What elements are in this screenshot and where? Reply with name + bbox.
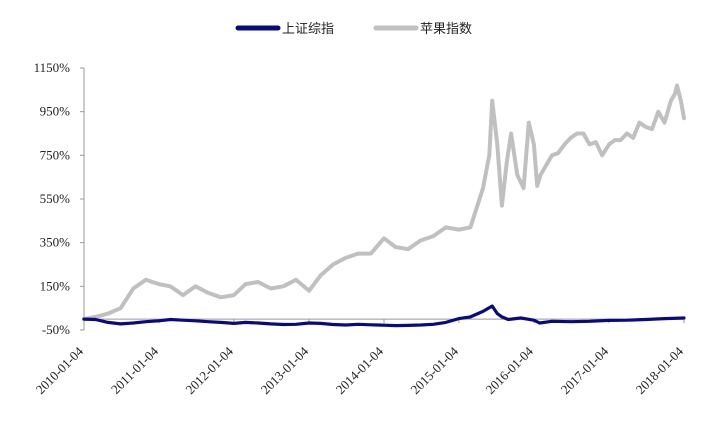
y-axis: 1150% 950% 750% 550% 350% 150% -50% (34, 60, 85, 337)
y-tick-label: 550% (40, 191, 71, 206)
x-tick-label: 2011-01-04 (108, 343, 162, 397)
x-tick-label: 2012-01-04 (183, 343, 237, 397)
y-tick-label: -50% (42, 322, 70, 337)
x-tick-label: 2014-01-04 (333, 343, 387, 397)
plot-area (82, 83, 686, 328)
legend-label-1: 苹果指数 (420, 22, 472, 37)
x-tick-label: 2015-01-04 (408, 343, 462, 397)
series-line-0 (82, 304, 686, 328)
legend-label-0: 上证综指 (282, 22, 334, 37)
y-tick-label: 1150% (34, 60, 71, 75)
x-tick-label: 2013-01-04 (258, 343, 312, 397)
x-tick-label: 2018-01-04 (633, 343, 687, 397)
y-tick-label: 150% (40, 278, 71, 293)
y-tick-label: 350% (40, 235, 71, 250)
x-axis: 2010-01-04 2011-01-04 2012-01-04 2013-01-04… (33, 318, 687, 397)
x-tick-label: 2010-01-04 (33, 343, 87, 397)
y-tick-label: 950% (40, 104, 71, 119)
legend: 上证综指 苹果指数 (235, 22, 472, 37)
x-tick-label: 2016-01-04 (483, 343, 537, 397)
y-tick-label: 750% (40, 147, 71, 162)
series-line-1 (82, 83, 686, 322)
x-tick-label: 2017-01-04 (558, 343, 612, 397)
